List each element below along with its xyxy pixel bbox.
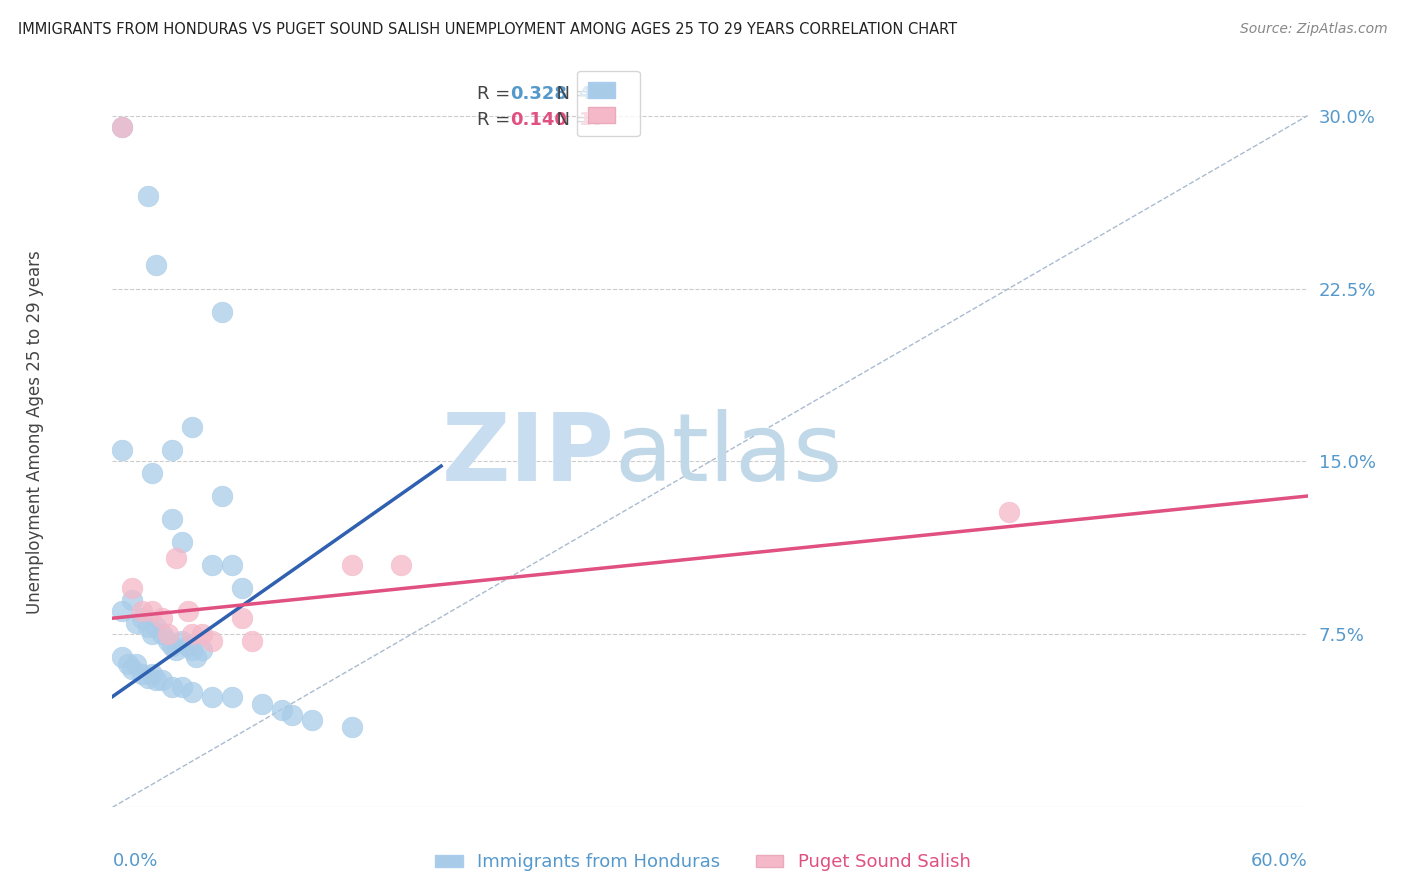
Point xyxy=(221,558,243,573)
Point xyxy=(162,512,183,526)
Point xyxy=(177,639,200,653)
Point xyxy=(240,634,263,648)
Point xyxy=(121,581,143,595)
Legend: , : , xyxy=(576,70,640,136)
Point xyxy=(111,650,134,665)
Point xyxy=(340,558,363,573)
Point xyxy=(138,671,160,685)
Point xyxy=(131,611,153,625)
Text: atlas: atlas xyxy=(614,409,842,501)
Point xyxy=(165,551,187,566)
Point xyxy=(201,690,224,704)
Point xyxy=(389,558,412,573)
Point xyxy=(150,627,173,641)
Point xyxy=(141,627,163,641)
Point xyxy=(181,643,204,657)
Point xyxy=(150,673,173,688)
Point xyxy=(131,604,153,618)
Text: 0.140: 0.140 xyxy=(510,112,568,129)
Point xyxy=(172,681,194,695)
Point xyxy=(138,189,160,203)
Point xyxy=(145,259,167,273)
Point xyxy=(211,489,233,503)
Point xyxy=(270,703,292,717)
Text: Unemployment Among Ages 25 to 29 years: Unemployment Among Ages 25 to 29 years xyxy=(25,251,44,615)
Text: N =: N = xyxy=(546,85,596,103)
Text: N =: N = xyxy=(546,112,596,129)
Point xyxy=(162,442,183,457)
Point xyxy=(145,620,167,634)
Point xyxy=(172,634,194,648)
Point xyxy=(221,690,243,704)
Point xyxy=(141,666,163,681)
Text: 60.0%: 60.0% xyxy=(1251,852,1308,871)
Point xyxy=(131,666,153,681)
Point xyxy=(162,639,183,653)
Point xyxy=(125,615,148,630)
Point xyxy=(138,620,160,634)
Point xyxy=(150,611,173,625)
Point xyxy=(157,634,180,648)
Point xyxy=(211,304,233,318)
Point xyxy=(145,673,167,688)
Point xyxy=(181,685,204,699)
Text: IMMIGRANTS FROM HONDURAS VS PUGET SOUND SALISH UNEMPLOYMENT AMONG AGES 25 TO 29 : IMMIGRANTS FROM HONDURAS VS PUGET SOUND … xyxy=(18,22,957,37)
Point xyxy=(121,592,143,607)
Point xyxy=(281,708,304,723)
Text: 16: 16 xyxy=(579,112,603,129)
Text: 0.328: 0.328 xyxy=(510,85,568,103)
Text: R =: R = xyxy=(477,112,516,129)
Point xyxy=(172,535,194,549)
Point xyxy=(186,650,208,665)
Text: ZIP: ZIP xyxy=(441,409,614,501)
Point xyxy=(111,120,134,135)
Legend: Immigrants from Honduras, Puget Sound Salish: Immigrants from Honduras, Puget Sound Sa… xyxy=(429,847,977,879)
Point xyxy=(165,643,187,657)
Point xyxy=(340,720,363,734)
Point xyxy=(157,627,180,641)
Text: Source: ZipAtlas.com: Source: ZipAtlas.com xyxy=(1240,22,1388,37)
Point xyxy=(141,604,163,618)
Point xyxy=(231,581,253,595)
Point xyxy=(201,634,224,648)
Point xyxy=(141,466,163,480)
Text: R =: R = xyxy=(477,85,516,103)
Point xyxy=(111,442,134,457)
Point xyxy=(231,611,253,625)
Point xyxy=(181,627,204,641)
Point xyxy=(111,604,134,618)
Point xyxy=(177,604,200,618)
Point xyxy=(125,657,148,672)
Point xyxy=(191,643,214,657)
Point xyxy=(121,662,143,676)
Point xyxy=(111,120,134,135)
Point xyxy=(117,657,139,672)
Point xyxy=(201,558,224,573)
Point xyxy=(250,697,273,711)
Point xyxy=(181,420,204,434)
Point xyxy=(191,627,214,641)
Point xyxy=(998,505,1021,519)
Point xyxy=(301,713,323,727)
Point xyxy=(162,681,183,695)
Text: 0.0%: 0.0% xyxy=(112,852,157,871)
Text: 49: 49 xyxy=(579,85,603,103)
